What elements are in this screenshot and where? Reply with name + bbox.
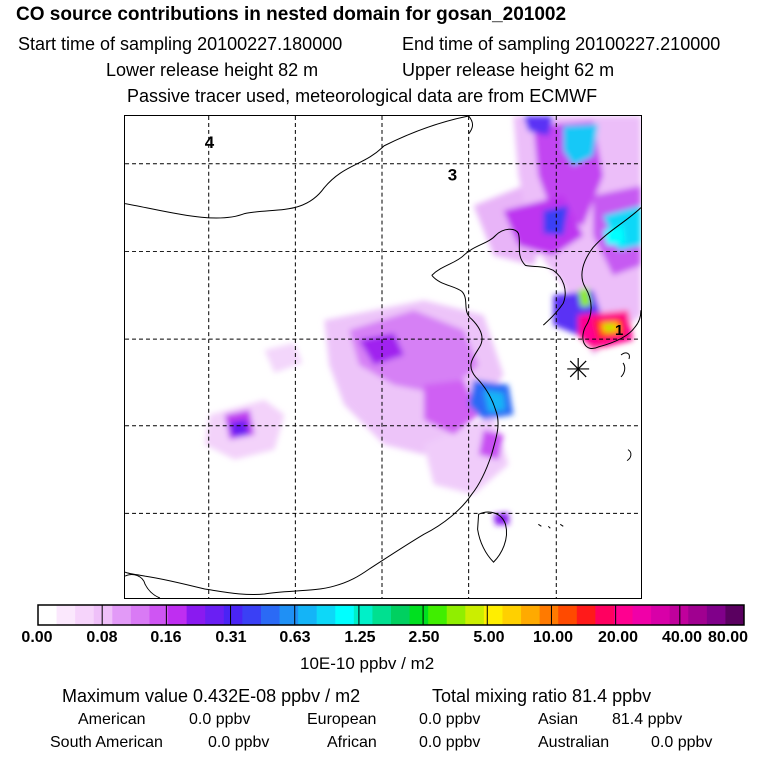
colorbar-tick: 80.00: [707, 629, 749, 646]
end-time: End time of sampling 20100227.210000: [402, 34, 721, 54]
colorbar-swatch: [465, 605, 485, 625]
source-name: South American: [50, 734, 163, 751]
source-value: 0.0 ppbv: [189, 711, 251, 728]
source-value: 0.0 ppbv: [419, 711, 481, 728]
colorbar-swatch: [502, 605, 522, 625]
colorbar-swatch: [558, 605, 578, 625]
colorbar-swatch: [651, 605, 671, 625]
region-label-1: 1: [615, 322, 623, 339]
start-time: Start time of sampling 20100227.180000: [18, 34, 343, 54]
colorbar-unit: 10E-10 ppbv / m2: [300, 654, 435, 673]
source-value: 0.0 ppbv: [651, 734, 713, 751]
region-label-4: 4: [205, 133, 215, 152]
colorbar-swatch: [56, 605, 76, 625]
colorbar-swatch: [298, 605, 318, 625]
receptor-star-icon: [567, 357, 590, 380]
colorbar-swatch: [186, 605, 206, 625]
colorbar-tick: 0.31: [215, 629, 247, 646]
source-name: African: [327, 734, 377, 751]
source-contribution-map: 4 3 1: [124, 115, 642, 599]
colorbar-swatch: [242, 605, 262, 625]
colorbar-swatch: [725, 605, 745, 625]
colorbar-swatch: [409, 605, 429, 625]
colorbar-swatch: [75, 605, 95, 625]
plot-title: CO source contributions in nested domain…: [16, 4, 567, 25]
colorbar-swatch: [539, 605, 559, 625]
colorbar-swatch: [595, 605, 615, 625]
source-name: Asian: [538, 711, 579, 728]
colorbar-swatch: [428, 605, 448, 625]
colorbar-swatch: [669, 605, 689, 625]
upper-release-height: Upper release height 62 m: [402, 60, 615, 80]
colorbar-swatch: [93, 605, 113, 625]
colorbar-tick: 0.00: [21, 629, 53, 646]
colorbar-border: [37, 604, 745, 626]
colorbar-swatch: [316, 605, 336, 625]
colorbar-tick: 1.25: [344, 629, 376, 646]
colorbar-swatch: [688, 605, 708, 625]
source-name: Australian: [538, 734, 610, 751]
colorbar-swatch: [223, 605, 243, 625]
colorbar-tick: 5.00: [473, 629, 505, 646]
colorbar-swatch: [576, 605, 596, 625]
colorbar-tick: 0.16: [150, 629, 182, 646]
graticule: [125, 116, 641, 598]
colorbar-swatch: [483, 605, 503, 625]
colorbar-swatch: [149, 605, 169, 625]
colorbar-tick: 0.08: [86, 629, 118, 646]
colorbar-swatch: [446, 605, 466, 625]
colorbar-tick: 2.50: [408, 629, 440, 646]
colorbar-swatch: [168, 605, 188, 625]
colorbar-swatch: [112, 605, 132, 625]
colorbar-swatch: [391, 605, 411, 625]
colorbar-tick: 20.00: [597, 629, 639, 646]
colorbar: [37, 604, 745, 626]
source-name: European: [307, 711, 377, 728]
region-label-3: 3: [448, 166, 457, 185]
lower-release-height: Lower release height 82 m: [106, 60, 319, 80]
colorbar-tick: 10.00: [532, 629, 574, 646]
maximum-value: Maximum value 0.432E-08 ppbv / m2: [62, 686, 361, 706]
source-name: American: [78, 711, 146, 728]
colorbar-tick: 0.63: [279, 629, 311, 646]
colorbar-swatch: [38, 605, 58, 625]
colorbar-swatch: [521, 605, 541, 625]
coastlines: [125, 116, 641, 598]
colorbar-tick: 40.00: [661, 629, 703, 646]
source-value: 81.4 ppbv: [612, 711, 683, 728]
source-value: 0.0 ppbv: [208, 734, 270, 751]
colorbar-swatch: [353, 605, 373, 625]
concentration-field: [204, 116, 641, 526]
colorbar-swatch: [205, 605, 225, 625]
colorbar-swatch: [372, 605, 392, 625]
total-mixing-ratio: Total mixing ratio 81.4 ppbv: [432, 686, 652, 706]
tracer-note: Passive tracer used, meteorological data…: [127, 86, 598, 106]
source-value: 0.0 ppbv: [419, 734, 481, 751]
colorbar-swatch: [613, 605, 634, 625]
colorbar-swatch: [632, 605, 652, 625]
colorbar-swatch: [706, 605, 726, 625]
colorbar-swatch: [335, 605, 355, 625]
colorbar-swatch: [130, 605, 150, 625]
colorbar-swatch: [260, 605, 281, 625]
colorbar-swatch: [279, 605, 299, 625]
